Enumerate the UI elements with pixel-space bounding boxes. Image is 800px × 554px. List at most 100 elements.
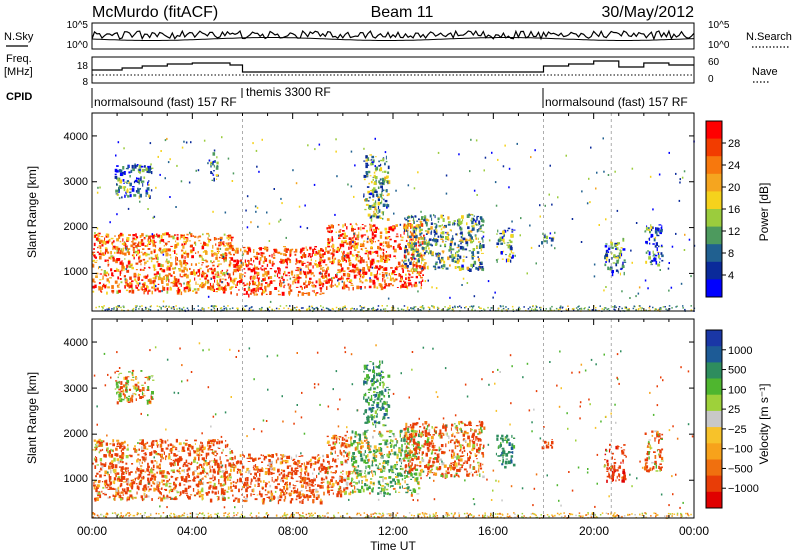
echo-cell (97, 492, 101, 495)
echo-cell (193, 308, 195, 310)
echo-cell (437, 307, 440, 310)
echo-cell (284, 247, 287, 252)
echo-cell (369, 238, 372, 242)
echo-cell (215, 486, 218, 490)
echo-cell (321, 272, 323, 277)
echo-cell (555, 307, 558, 310)
echo-cell (292, 470, 295, 473)
echo-cell (155, 245, 157, 248)
echo-cell (280, 197, 282, 200)
echo-cell (455, 260, 457, 263)
echo-cell (99, 266, 101, 268)
echo-cell (159, 470, 162, 472)
echo-cell (188, 452, 192, 457)
echo-cell (422, 254, 426, 257)
echo-cell (250, 221, 252, 224)
echo-cell (128, 454, 131, 457)
echo-cell (351, 269, 355, 272)
echo-cell (147, 465, 150, 468)
echo-cell (234, 250, 238, 254)
echo-cell (195, 271, 198, 275)
echo-cell (389, 283, 392, 285)
echo-cell (312, 499, 314, 504)
echo-cell (338, 237, 341, 239)
echo-cell (118, 169, 122, 173)
freq-left-tick-bottom: 8 (82, 77, 88, 88)
echo-cell (280, 491, 282, 496)
echo-cell (345, 284, 348, 288)
echo-cell (464, 238, 468, 242)
echo-cell (120, 469, 122, 472)
echo-cell (309, 483, 311, 486)
echo-cell (298, 496, 301, 499)
echo-cell (161, 280, 164, 284)
echo-cell (469, 214, 471, 217)
echo-cell (668, 262, 670, 264)
echo-cell (193, 269, 195, 273)
echo-cell (420, 286, 422, 290)
echo-cell (539, 204, 541, 207)
echo-cell (363, 234, 367, 236)
echo-cell (144, 264, 146, 266)
echo-cell (161, 269, 164, 273)
echo-cell (476, 215, 479, 218)
echo-cell (323, 259, 326, 261)
echo-cell (616, 243, 620, 245)
echo-cell (412, 246, 415, 248)
echo-cell (507, 258, 510, 263)
echo-cell (235, 465, 237, 467)
echo-cell (337, 438, 340, 440)
echo-cell (267, 276, 270, 280)
echo-cell (216, 452, 219, 455)
echo-cell (498, 238, 501, 243)
echo-cell (430, 231, 432, 235)
echo-cell (436, 306, 439, 309)
echo-cell (645, 260, 648, 264)
echo-cell (107, 308, 110, 310)
echo-cell (312, 309, 314, 312)
echo-cell (316, 474, 318, 479)
echo-cell (511, 220, 513, 223)
echo-cell (291, 248, 294, 251)
echo-cell (226, 475, 229, 478)
echo-cell (507, 227, 511, 230)
echo-cell (399, 223, 402, 226)
echo-cell (210, 278, 212, 280)
echo-cell (206, 243, 209, 247)
echo-cell (362, 274, 365, 278)
echo-cell (454, 260, 456, 263)
echo-cell (219, 236, 223, 240)
echo-cell (135, 308, 137, 311)
echo-cell (110, 465, 113, 468)
echo-cell (382, 189, 385, 192)
echo-cell (322, 275, 325, 279)
echo-cell (391, 279, 393, 282)
echo-cell (232, 264, 235, 266)
echo-cell (467, 239, 471, 241)
echo-cell (375, 190, 378, 193)
echo-cell (167, 161, 170, 164)
echo-cell (479, 221, 481, 225)
echo-cell (239, 477, 242, 481)
echo-cell (271, 262, 274, 267)
echo-cell (301, 500, 304, 504)
echo-cell (231, 180, 234, 182)
echo-cell (467, 226, 470, 230)
echo-cell (270, 471, 273, 475)
echo-cell (106, 448, 108, 452)
echo-cell (178, 268, 182, 272)
echo-cell (415, 245, 417, 247)
echo-cell (202, 451, 204, 453)
echo-cell (380, 308, 382, 311)
echo-cell (279, 218, 282, 221)
echo-cell (378, 209, 381, 213)
echo-cell (132, 308, 134, 311)
echo-cell (117, 269, 120, 272)
echo-cell (112, 240, 115, 243)
echo-cell (167, 455, 171, 460)
echo-cell (127, 444, 129, 447)
echo-cell (440, 258, 442, 263)
echo-cell (176, 290, 178, 292)
echo-cell (277, 496, 279, 500)
echo-cell (134, 163, 136, 167)
